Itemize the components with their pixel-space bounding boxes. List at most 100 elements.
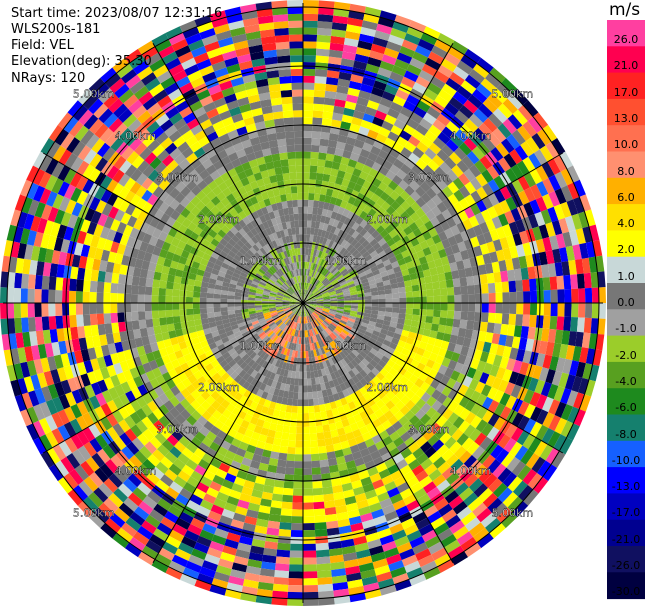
radar-gate <box>76 401 89 416</box>
radar-gate <box>412 511 427 524</box>
radar-gate <box>288 564 303 572</box>
radar-gate <box>476 360 487 373</box>
radar-gate <box>487 459 502 474</box>
radar-gate <box>315 341 321 349</box>
radar-gate <box>110 282 119 294</box>
radar-gate <box>551 451 566 469</box>
radar-gate <box>224 393 235 404</box>
radar-gate <box>303 578 318 586</box>
radar-gate <box>296 419 303 427</box>
radar-gate <box>169 336 179 346</box>
radar-gate <box>363 383 373 393</box>
radar-gate <box>328 311 336 316</box>
radar-gate <box>193 285 201 293</box>
radar-gate <box>364 489 378 500</box>
radar-gate <box>360 569 377 580</box>
radar-gate <box>270 333 277 341</box>
radar-gate <box>337 360 345 369</box>
radar-gate <box>175 493 190 506</box>
radar-gate <box>384 510 399 522</box>
radar-gate <box>234 392 243 402</box>
radar-gate <box>315 179 323 188</box>
radar-gate <box>420 458 434 471</box>
radar-gate <box>291 405 298 414</box>
radar-gate <box>303 426 310 434</box>
radar-gate <box>427 336 437 346</box>
radar-gate <box>298 309 301 317</box>
radar-gate <box>146 490 162 504</box>
radar-gate <box>398 353 408 362</box>
radar-gate <box>297 199 303 207</box>
radar-gate <box>54 460 70 478</box>
radar-gate <box>277 310 285 315</box>
radar-gate <box>512 480 528 497</box>
radar-gate <box>401 347 410 357</box>
radar-gate <box>268 513 281 523</box>
radar-gate <box>447 303 455 311</box>
radar-gate <box>315 549 330 558</box>
radar-gate <box>171 554 189 568</box>
radar-gate <box>308 412 316 420</box>
radar-gate <box>441 449 454 462</box>
radar-gate <box>263 547 278 557</box>
radar-gate <box>342 349 350 357</box>
radar-gate <box>356 419 366 429</box>
radar-gate <box>186 383 196 395</box>
radar-gate <box>264 541 278 550</box>
radar-gate <box>41 385 53 402</box>
radar-gate <box>317 27 332 36</box>
radar-gate <box>197 415 208 427</box>
radar-gate <box>318 452 328 461</box>
radar-gate <box>159 474 174 487</box>
radar-gate <box>327 534 341 543</box>
radar-gate <box>242 389 252 399</box>
radar-gate <box>165 288 173 297</box>
radar-gate <box>505 395 517 410</box>
radar-gate <box>377 359 387 369</box>
radar-gate <box>333 370 341 379</box>
radar-gate <box>437 528 454 542</box>
radar-gate <box>266 338 273 346</box>
radar-gate <box>380 328 389 336</box>
radar-gate <box>198 353 208 362</box>
radar-gate <box>390 469 403 481</box>
radar-gate <box>415 517 431 531</box>
radar-gate <box>112 533 129 549</box>
radar-gate <box>306 337 310 345</box>
radar-gate <box>459 319 468 329</box>
radar-gate <box>565 345 576 361</box>
radar-gate <box>247 558 263 569</box>
radar-gate <box>291 75 303 83</box>
radar-gate <box>373 326 382 333</box>
radar-gate <box>137 303 145 312</box>
radar-gate <box>506 456 521 473</box>
radar-gate <box>422 429 435 442</box>
radar-gate <box>447 359 458 371</box>
radar-gate <box>41 316 50 331</box>
radar-gate <box>152 279 161 288</box>
radar-gate <box>27 274 36 289</box>
radar-gate <box>131 387 142 400</box>
radar-gate <box>95 434 109 449</box>
radar-gate <box>497 487 513 503</box>
radar-gate <box>160 272 169 282</box>
radar-gate <box>385 303 393 308</box>
radar-gate <box>86 371 98 385</box>
radar-gate <box>194 579 212 592</box>
radar-gate <box>296 185 303 193</box>
radar-gate <box>111 322 120 334</box>
radar-gate <box>201 436 213 448</box>
radar-gate <box>289 557 303 565</box>
radar-gate <box>75 291 83 303</box>
radar-gate <box>236 319 245 325</box>
radar-gate <box>219 347 228 356</box>
radar-gate <box>266 378 274 387</box>
radar-gate <box>103 478 118 493</box>
radar-gate <box>460 536 478 552</box>
radar-gate <box>455 463 469 477</box>
radar-gate <box>210 359 220 368</box>
radar-gate <box>361 431 372 442</box>
radar-gate <box>318 590 334 599</box>
radar-gate <box>491 333 501 345</box>
radar-gate <box>414 378 425 389</box>
